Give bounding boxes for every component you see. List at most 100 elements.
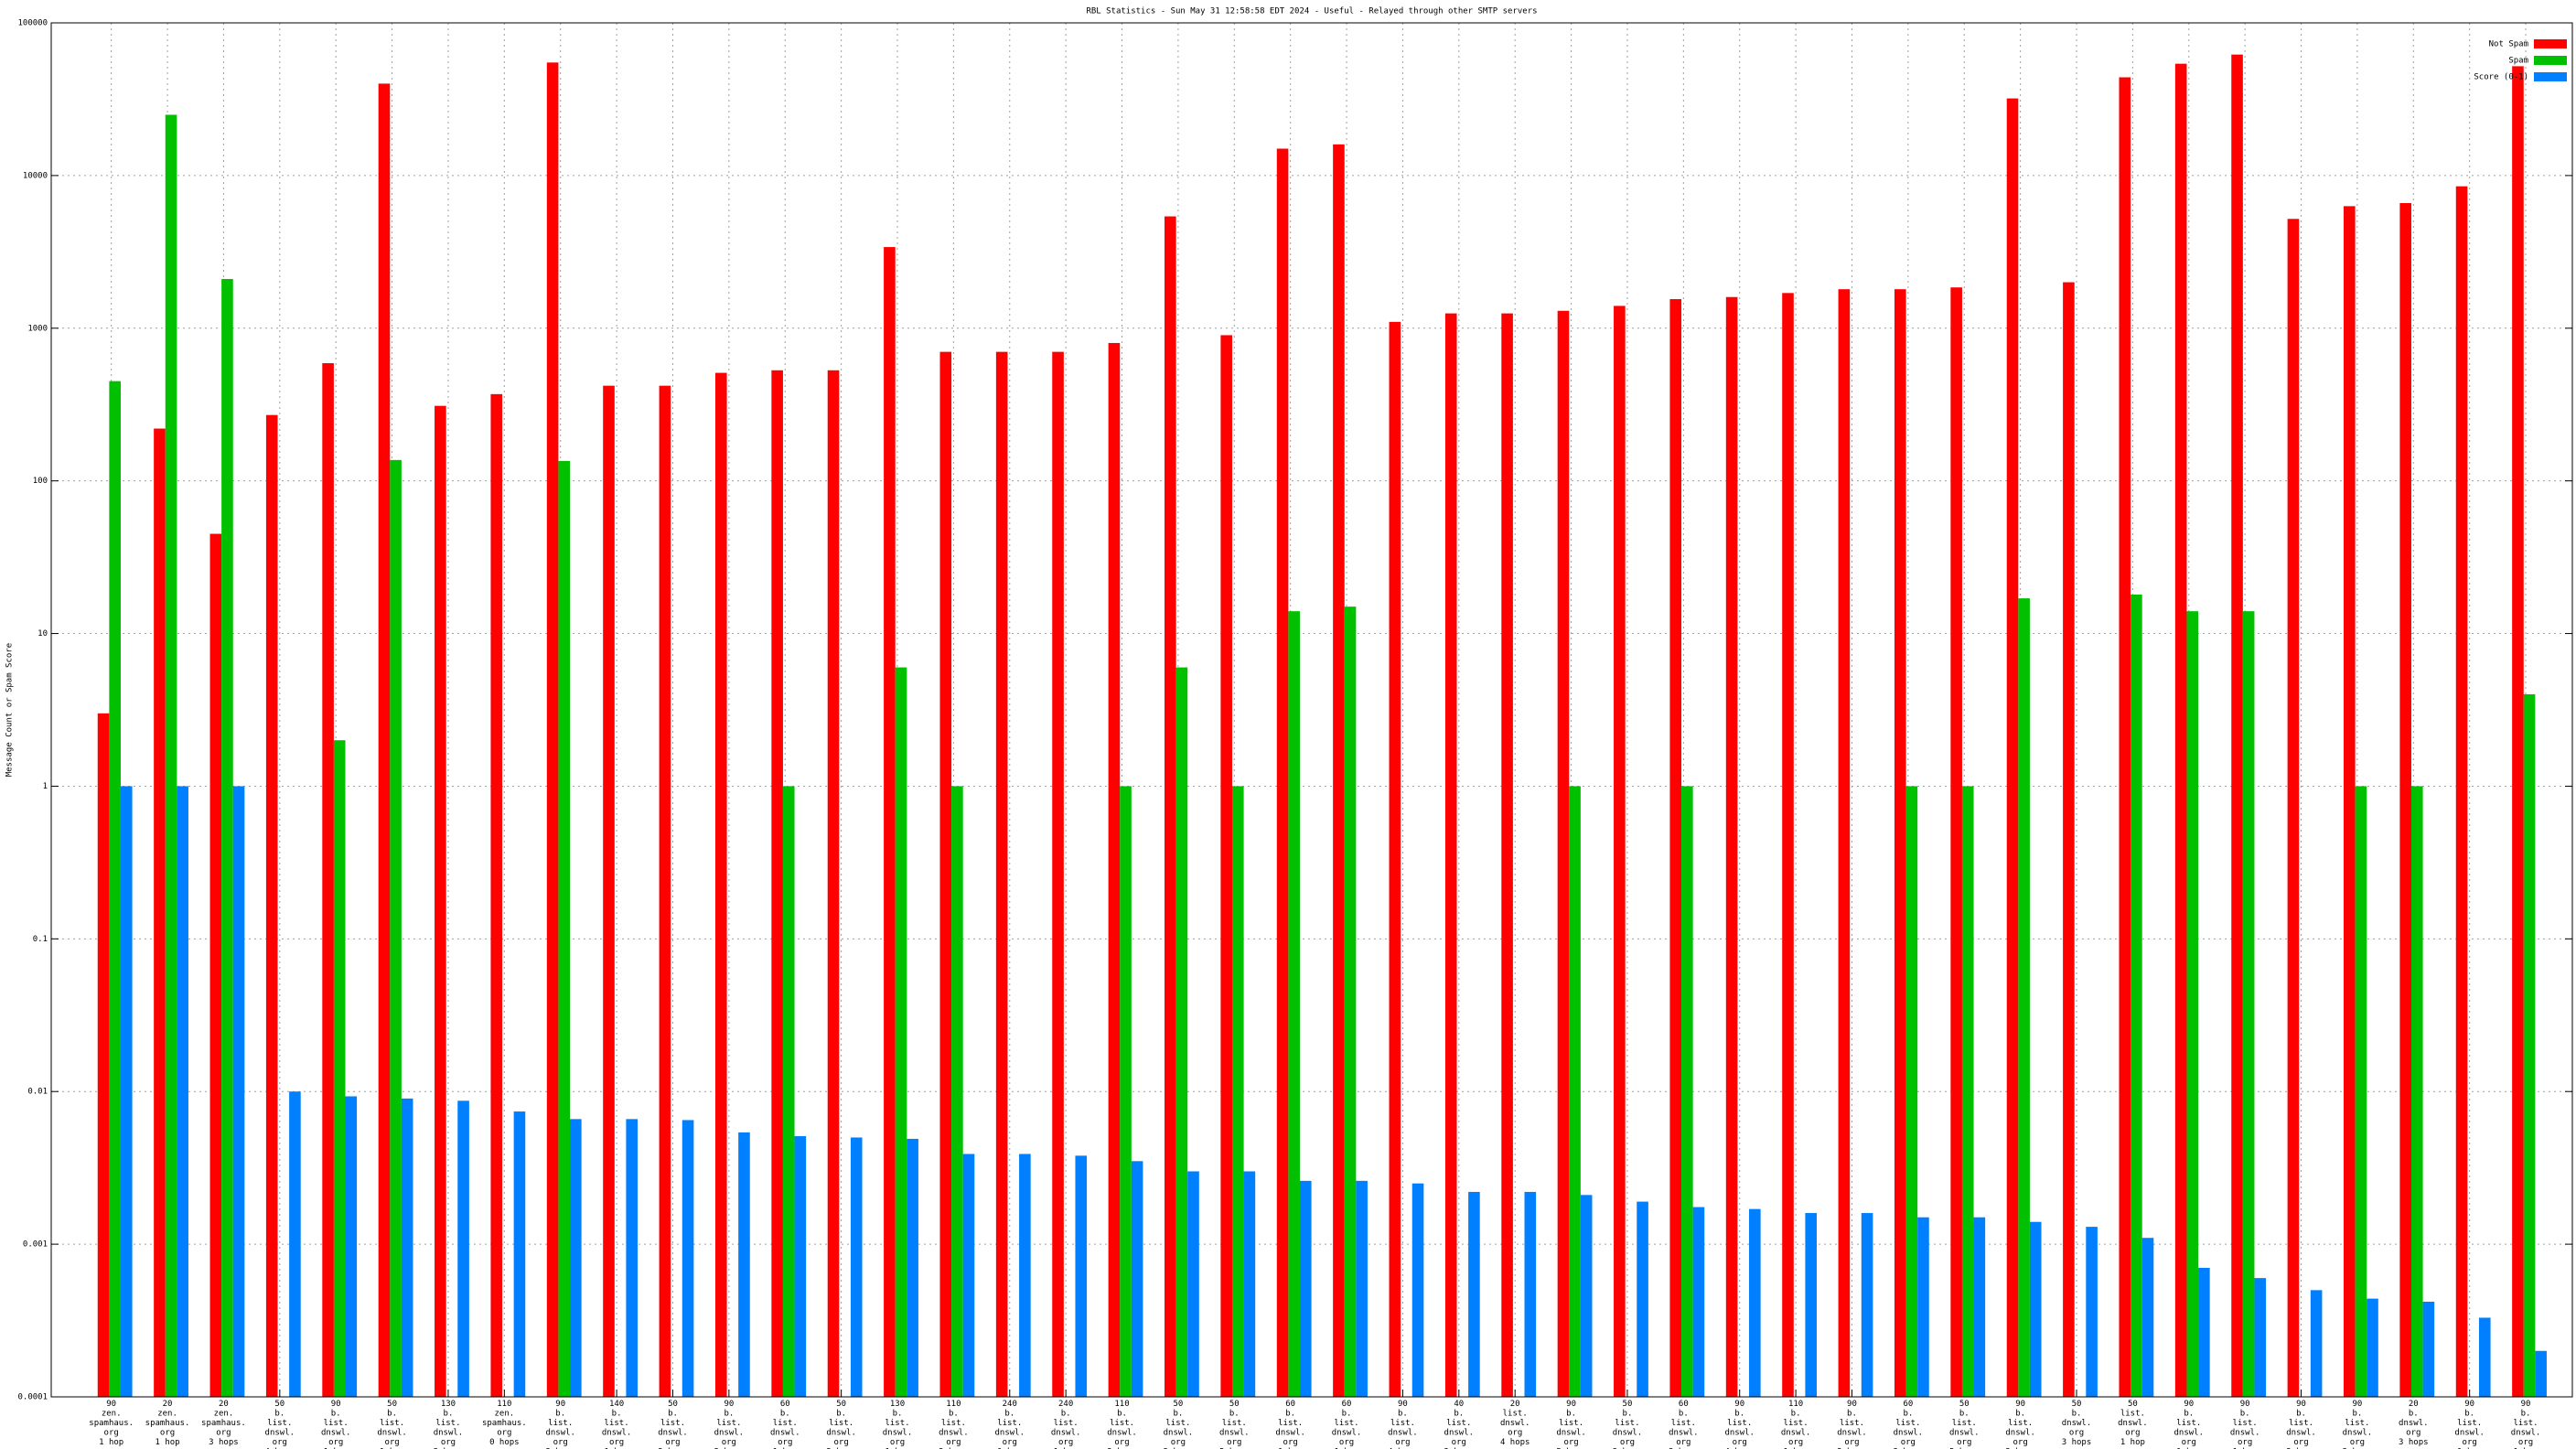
x-tick-line: 60 xyxy=(1903,1400,1913,1409)
x-tick-line: 2 hops xyxy=(434,1448,464,1449)
bar xyxy=(850,1137,863,1397)
y-axis-label: Message Count or Spam Score xyxy=(5,643,15,777)
x-tick-line: dnswl. xyxy=(1949,1429,1980,1438)
bar xyxy=(570,1119,582,1397)
bar xyxy=(2399,203,2411,1397)
x-tick-label: 20 list. dnswl. org 4 hops xyxy=(1500,1400,1530,1447)
x-tick-line: 1 hop xyxy=(2233,1448,2258,1449)
x-tick-line: 1 hop xyxy=(99,1438,123,1447)
bar xyxy=(2355,786,2367,1397)
bar xyxy=(1580,1195,1593,1397)
x-tick-line: 4 hops xyxy=(1388,1448,1418,1449)
x-tick-line: list. xyxy=(1165,1419,1190,1428)
x-tick-line: 2 hops xyxy=(1164,1448,1194,1449)
x-tick-line: b. xyxy=(2184,1410,2194,1419)
bar xyxy=(2455,186,2468,1397)
bar xyxy=(1243,1171,1256,1397)
bar xyxy=(1356,1180,1368,1397)
x-tick-line: dnswl. xyxy=(1781,1429,1811,1438)
plot-frame xyxy=(50,22,2573,1398)
x-tick-line: list. xyxy=(1335,1419,1359,1428)
x-tick-line: org xyxy=(1733,1438,1747,1447)
x-tick-line: 110 xyxy=(946,1400,961,1409)
bar xyxy=(939,351,952,1398)
x-tick-line: dnswl. xyxy=(2174,1429,2205,1438)
x-tick-label: 90 zen. spamhaus. org 1 hop xyxy=(89,1400,134,1447)
bar xyxy=(1637,1201,1648,1397)
x-tick-line: org xyxy=(2238,1438,2252,1447)
x-tick-line: org xyxy=(273,1438,287,1447)
bar xyxy=(1838,289,1851,1397)
x-tick-line: b. xyxy=(1903,1410,1913,1419)
x-tick-line: b. xyxy=(1847,1410,1857,1419)
bar xyxy=(558,460,571,1397)
x-tick-line: org xyxy=(1395,1438,1410,1447)
bar xyxy=(2029,1221,2042,1397)
bar xyxy=(659,385,671,1397)
bar xyxy=(1108,342,1121,1398)
x-tick-line: dnswl. xyxy=(2511,1429,2541,1438)
x-tick-line: zen. xyxy=(494,1410,514,1419)
bar xyxy=(1524,1191,1537,1397)
bar xyxy=(265,414,278,1397)
legend-swatch xyxy=(2534,56,2567,65)
bar xyxy=(1288,611,1300,1397)
x-tick-line: b. xyxy=(1398,1410,1408,1419)
x-tick-line: org xyxy=(1788,1438,1803,1447)
x-tick-line: org xyxy=(1844,1438,1859,1447)
bar xyxy=(771,370,783,1397)
x-tick-line: org xyxy=(216,1429,231,1438)
bar xyxy=(2344,206,2356,1398)
x-tick-line: org xyxy=(553,1438,568,1447)
x-tick-line: 90 xyxy=(2352,1400,2362,1409)
x-tick-line: dnswl. xyxy=(1332,1429,1362,1438)
bar xyxy=(1120,786,1132,1397)
x-tick-line: 1 hop xyxy=(2120,1438,2145,1447)
x-tick-line: b. xyxy=(1117,1410,1127,1419)
x-tick-line: org xyxy=(1058,1438,1073,1447)
bar xyxy=(2310,1290,2323,1397)
bar xyxy=(1681,786,1693,1397)
x-tick-line: dnswl. xyxy=(2005,1429,2035,1438)
x-tick-line: org xyxy=(1563,1438,1578,1447)
x-tick-line: b. xyxy=(1734,1410,1744,1419)
x-tick-line: zen. xyxy=(102,1410,122,1419)
x-tick-line: 3 hops xyxy=(2286,1448,2316,1449)
x-tick-line: org xyxy=(2125,1429,2140,1438)
bar xyxy=(2254,1278,2267,1397)
x-tick-line: 1 hop xyxy=(2457,1448,2482,1449)
x-tick-line: 5 hops xyxy=(1949,1448,1980,1449)
y-tick-label: 0.01 xyxy=(27,1088,48,1097)
bar xyxy=(1389,321,1401,1397)
x-tick-line: org xyxy=(778,1438,792,1447)
x-tick-line: 1 hop xyxy=(885,1448,909,1449)
x-tick-line: 90 xyxy=(2296,1400,2306,1409)
x-tick-line: 110 xyxy=(1788,1400,1803,1409)
x-tick-line: b. xyxy=(2015,1410,2025,1419)
y-tick-label: 1 xyxy=(43,782,48,791)
x-tick-line: 110 xyxy=(497,1400,511,1409)
bar xyxy=(2242,611,2255,1397)
x-tick-line: 90 xyxy=(331,1400,341,1409)
bar xyxy=(345,1096,358,1397)
x-tick-line: 4 hops xyxy=(1500,1438,1530,1447)
x-tick-line: 4 hops xyxy=(1724,1448,1755,1449)
x-tick-label: 20 zen. spamhaus. org 1 hop xyxy=(145,1400,190,1447)
x-tick-line: 90 xyxy=(724,1400,734,1409)
x-tick-line: b. xyxy=(1679,1410,1689,1419)
x-tick-line: org xyxy=(946,1438,961,1447)
x-tick-line: 60 xyxy=(1342,1400,1352,1409)
bar xyxy=(2512,66,2524,1398)
bar xyxy=(232,786,245,1397)
